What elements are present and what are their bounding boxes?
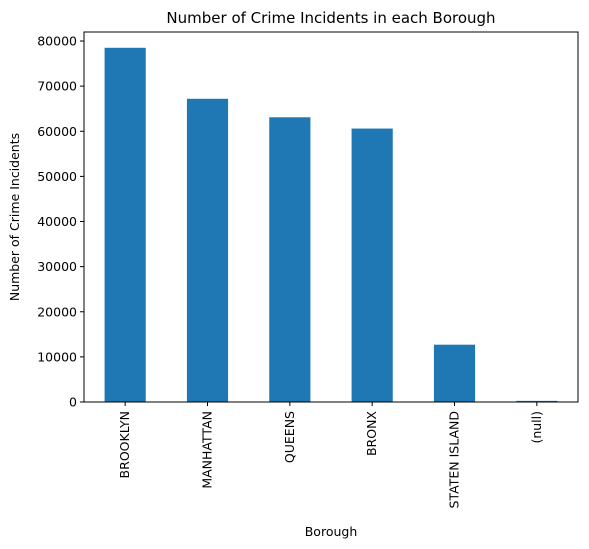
bar-null bbox=[516, 400, 558, 402]
x-tick-label: BRONX bbox=[364, 411, 379, 456]
x-tick-label: STATEN ISLAND bbox=[447, 411, 462, 508]
bar-brooklyn bbox=[104, 47, 146, 402]
bar-bronx bbox=[351, 128, 393, 402]
y-tick-label: 60000 bbox=[37, 124, 77, 139]
y-tick-label: 80000 bbox=[37, 34, 77, 49]
x-tick-label: BROOKLYN bbox=[117, 411, 132, 478]
plot-frame bbox=[83, 31, 579, 403]
bars-group bbox=[104, 47, 558, 402]
y-tick-label: 70000 bbox=[37, 79, 77, 94]
y-tick-label: 40000 bbox=[37, 214, 77, 229]
x-tick-label: (null) bbox=[529, 411, 544, 444]
y-axis-title: Number of Crime Incidents bbox=[7, 133, 22, 301]
y-axis: 0 10000 20000 30000 40000 50000 60000 70000 8000… bbox=[37, 34, 84, 410]
y-tick-label: 10000 bbox=[37, 349, 77, 364]
x-axis: BROOKLYN MANHATTAN QUEENS BRONX STATEN ISLAN… bbox=[117, 402, 544, 508]
bar-manhattan bbox=[186, 98, 229, 402]
y-tick-label: 50000 bbox=[37, 169, 77, 184]
chart-title: Number of Crime Incidents in each Boroug… bbox=[166, 9, 495, 27]
y-tick-label: 30000 bbox=[37, 259, 77, 274]
bar-staten-island bbox=[433, 344, 476, 402]
x-axis-title: Borough bbox=[305, 524, 358, 539]
x-tick-label: MANHATTAN bbox=[200, 411, 215, 489]
x-tick-label: QUEENS bbox=[282, 411, 297, 463]
y-tick-label: 0 bbox=[69, 395, 77, 410]
bar-queens bbox=[269, 117, 311, 402]
y-tick-label: 20000 bbox=[37, 304, 77, 319]
